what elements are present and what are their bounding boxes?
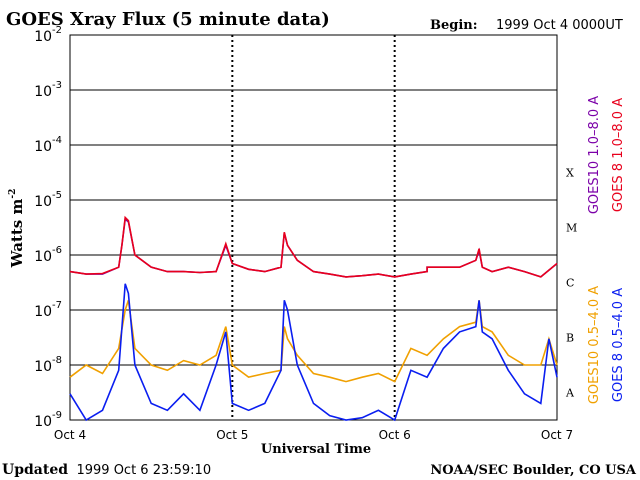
plot-frame	[69, 34, 558, 421]
legend-entry: GOES 8 0.5–4.0 A	[611, 288, 626, 402]
svg-text:Watts m-2: Watts m-2	[8, 189, 26, 269]
y-tick-label: 10-7	[34, 300, 62, 320]
x-tick-label: Oct 7	[541, 428, 573, 442]
y-tick-label: 10-9	[34, 410, 62, 430]
series-layer	[69, 215, 558, 422]
series-line-3	[69, 283, 558, 422]
legend-entry: GOES10 0.5–4.0 A	[587, 286, 602, 404]
series-line-1	[69, 215, 558, 278]
x-tick-label: Oct 5	[216, 428, 248, 442]
y-tick-label: 10-2	[34, 25, 62, 45]
series-line-2	[69, 300, 558, 383]
flare-class-labels: X M C B A	[565, 167, 577, 400]
legend-entry: GOES 8 1.0–8.0 A	[611, 98, 626, 212]
begin-value: 1999 Oct 4 0000UT	[496, 18, 623, 33]
x-axis-label: Universal Time	[261, 442, 371, 457]
flare-class-label: A	[565, 387, 575, 400]
footer-updated-value: 1999 Oct 6 23:59:10	[76, 463, 211, 478]
flare-class-label: M	[566, 222, 577, 235]
y-tick-label: 10-4	[34, 135, 62, 155]
footer-credit: NOAA/SEC Boulder, CO USA	[430, 463, 637, 478]
legend-entry-label: GOES 8 0.5–4.0 A	[611, 288, 626, 402]
grid-layer	[70, 35, 557, 420]
x-tick-label: Oct 4	[54, 428, 86, 442]
y-axis-label-sup: -2	[8, 189, 18, 199]
legend-entry: GOES10 1.0–8.0 A	[587, 96, 602, 214]
legend-entry-label: GOES10 0.5–4.0 A	[587, 286, 602, 404]
y-tick-label: 10-8	[34, 355, 62, 375]
y-tick-label: 10-3	[34, 80, 62, 100]
flare-class-label: X	[566, 167, 574, 180]
flare-class-label: B	[566, 332, 574, 345]
y-axis-label-text: Watts m	[8, 199, 26, 269]
x-tick-labels: Oct 4 Oct 5 Oct 6 Oct 7	[54, 428, 573, 442]
series-legend: GOES10 1.0–8.0 A GOES 8 1.0–8.0 A GOES10 0…	[587, 96, 626, 404]
y-axis-label: Watts m-2	[8, 189, 26, 269]
x-tick-label: Oct 6	[379, 428, 411, 442]
legend-entry-label: GOES10 1.0–8.0 A	[587, 96, 602, 214]
y-tick-label: 10-5	[34, 190, 62, 210]
y-tick-label: 10-6	[34, 245, 62, 265]
footer-updated: Updated 1999 Oct 6 23:59:10	[2, 462, 211, 478]
chart-title: GOES Xray Flux (5 minute data)	[6, 9, 330, 30]
legend-entry-label: GOES 8 1.0–8.0 A	[611, 98, 626, 212]
begin-label: Begin:	[430, 18, 478, 33]
footer-updated-label: Updated	[2, 462, 68, 478]
flare-class-label: C	[566, 277, 574, 290]
y-tick-labels: 10-2 10-3 10-4 10-5 10-6 10-7 10-8 10-9	[34, 25, 62, 430]
